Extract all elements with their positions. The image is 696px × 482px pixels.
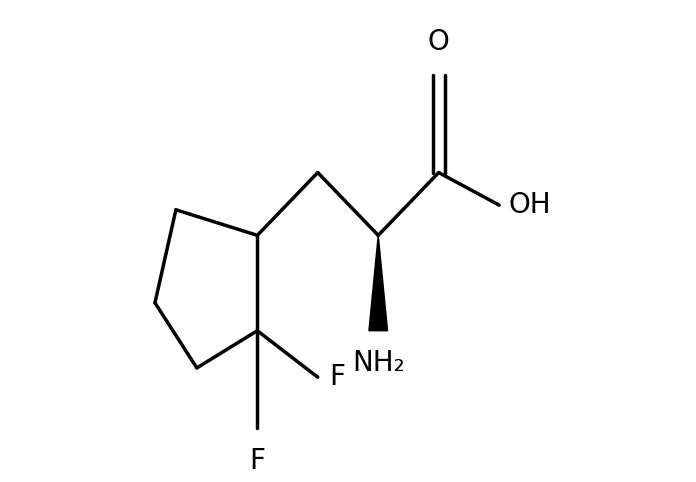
Text: F: F [329, 363, 345, 391]
Text: NH₂: NH₂ [352, 349, 404, 377]
Text: F: F [249, 447, 265, 475]
Text: OH: OH [509, 191, 551, 219]
Text: O: O [428, 28, 450, 56]
Polygon shape [369, 235, 388, 331]
